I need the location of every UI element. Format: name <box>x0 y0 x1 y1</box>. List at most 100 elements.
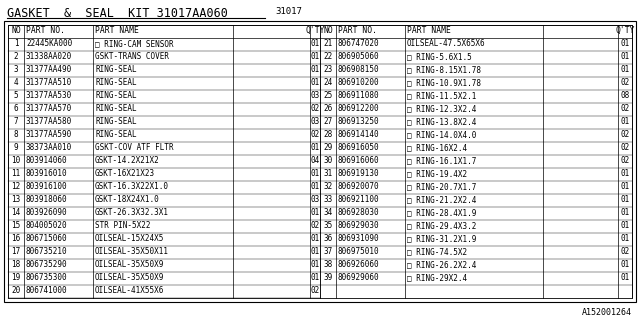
Text: 38: 38 <box>323 260 333 269</box>
Text: PART NAME: PART NAME <box>95 26 139 35</box>
Text: 29: 29 <box>323 143 333 152</box>
Text: 806911080: 806911080 <box>338 91 380 100</box>
Text: 01: 01 <box>310 234 319 243</box>
Text: 1: 1 <box>13 39 19 48</box>
Text: GSKT-16X21X23: GSKT-16X21X23 <box>95 169 155 178</box>
Text: 12: 12 <box>12 182 20 191</box>
Text: OILSEAL-35X50X11: OILSEAL-35X50X11 <box>95 247 169 256</box>
Text: 03: 03 <box>310 117 319 126</box>
Text: 14: 14 <box>12 208 20 217</box>
Text: 31017: 31017 <box>275 7 302 16</box>
Text: RING-SEAL: RING-SEAL <box>95 117 136 126</box>
Text: 804005020: 804005020 <box>26 221 68 230</box>
Text: 7: 7 <box>13 117 19 126</box>
Text: 01: 01 <box>620 52 630 61</box>
Text: 11: 11 <box>12 169 20 178</box>
Text: 01: 01 <box>620 117 630 126</box>
Text: 806912200: 806912200 <box>338 104 380 113</box>
Text: 01: 01 <box>310 208 319 217</box>
Text: RING-SEAL: RING-SEAL <box>95 130 136 139</box>
Text: 806929060: 806929060 <box>338 273 380 282</box>
Text: 30: 30 <box>323 156 333 165</box>
Text: STR PIN-5X22: STR PIN-5X22 <box>95 221 150 230</box>
Text: □ RING-19.4X2: □ RING-19.4X2 <box>407 169 467 178</box>
Text: 4: 4 <box>13 78 19 87</box>
Text: 02: 02 <box>620 247 630 256</box>
Text: 9: 9 <box>13 143 19 152</box>
Text: 24: 24 <box>323 78 333 87</box>
Text: 806931090: 806931090 <box>338 234 380 243</box>
Text: 01: 01 <box>310 273 319 282</box>
Text: 21: 21 <box>323 39 333 48</box>
Text: Q'TY: Q'TY <box>615 26 635 35</box>
Text: 31377AA590: 31377AA590 <box>26 130 72 139</box>
Text: 01: 01 <box>310 260 319 269</box>
Text: 8: 8 <box>13 130 19 139</box>
Text: 806921100: 806921100 <box>338 195 380 204</box>
Text: 31377AA570: 31377AA570 <box>26 104 72 113</box>
Text: 806926060: 806926060 <box>338 260 380 269</box>
Text: 01: 01 <box>620 65 630 74</box>
Text: 01: 01 <box>620 260 630 269</box>
Text: OILSEAL-35X50X9: OILSEAL-35X50X9 <box>95 260 164 269</box>
Text: 01: 01 <box>310 39 319 48</box>
Text: 27: 27 <box>323 117 333 126</box>
Text: RING-SEAL: RING-SEAL <box>95 91 136 100</box>
Text: 03: 03 <box>310 195 319 204</box>
Text: 03: 03 <box>310 91 319 100</box>
Text: □ RING-29X2.4: □ RING-29X2.4 <box>407 273 467 282</box>
Text: 806735300: 806735300 <box>26 273 68 282</box>
Text: 806928030: 806928030 <box>338 208 380 217</box>
Text: 01: 01 <box>620 182 630 191</box>
Text: 01: 01 <box>310 143 319 152</box>
Text: 806741000: 806741000 <box>26 286 68 295</box>
Text: 39: 39 <box>323 273 333 282</box>
Text: 20: 20 <box>12 286 20 295</box>
Text: 31338AA020: 31338AA020 <box>26 52 72 61</box>
Text: 806910200: 806910200 <box>338 78 380 87</box>
Text: RING-SEAL: RING-SEAL <box>95 78 136 87</box>
Text: 31377AA530: 31377AA530 <box>26 91 72 100</box>
Text: OILSEAL-35X50X9: OILSEAL-35X50X9 <box>95 273 164 282</box>
Text: 01: 01 <box>310 78 319 87</box>
Text: 6: 6 <box>13 104 19 113</box>
Text: □ RING-21.2X2.4: □ RING-21.2X2.4 <box>407 195 476 204</box>
Text: 08: 08 <box>620 91 630 100</box>
Text: 02: 02 <box>310 286 319 295</box>
Text: 01: 01 <box>310 182 319 191</box>
Text: 28: 28 <box>323 130 333 139</box>
Text: 01: 01 <box>620 39 630 48</box>
Text: □ RING-8.15X1.78: □ RING-8.15X1.78 <box>407 65 481 74</box>
Text: 02: 02 <box>620 78 630 87</box>
Text: 31377AA580: 31377AA580 <box>26 117 72 126</box>
Text: 13: 13 <box>12 195 20 204</box>
Text: GSKT-26.3X32.3X1: GSKT-26.3X32.3X1 <box>95 208 169 217</box>
Text: 806908150: 806908150 <box>338 65 380 74</box>
Text: □ RING-5.6X1.5: □ RING-5.6X1.5 <box>407 52 472 61</box>
Text: PART NAME: PART NAME <box>407 26 451 35</box>
Text: □ RING-16.1X1.7: □ RING-16.1X1.7 <box>407 156 476 165</box>
Text: □ RING-74.5X2: □ RING-74.5X2 <box>407 247 467 256</box>
Text: GSKT-TRANS COVER: GSKT-TRANS COVER <box>95 52 169 61</box>
Text: 02: 02 <box>620 156 630 165</box>
Text: 15: 15 <box>12 221 20 230</box>
Text: A152001264: A152001264 <box>582 308 632 317</box>
Text: 803926090: 803926090 <box>26 208 68 217</box>
Text: 3: 3 <box>13 65 19 74</box>
Text: PART NO.: PART NO. <box>26 26 65 35</box>
Text: 31: 31 <box>323 169 333 178</box>
Text: 02: 02 <box>310 221 319 230</box>
Text: 31377AA510: 31377AA510 <box>26 78 72 87</box>
Text: 01: 01 <box>620 195 630 204</box>
Text: 26: 26 <box>323 104 333 113</box>
Text: 37: 37 <box>323 247 333 256</box>
Text: □ RING-29.4X3.2: □ RING-29.4X3.2 <box>407 221 476 230</box>
Text: 23: 23 <box>323 65 333 74</box>
Text: PART NO.: PART NO. <box>338 26 377 35</box>
Text: 10: 10 <box>12 156 20 165</box>
Text: 01: 01 <box>310 247 319 256</box>
Text: 01: 01 <box>620 208 630 217</box>
Bar <box>8 25 632 298</box>
Text: 17: 17 <box>12 247 20 256</box>
Text: 806913250: 806913250 <box>338 117 380 126</box>
